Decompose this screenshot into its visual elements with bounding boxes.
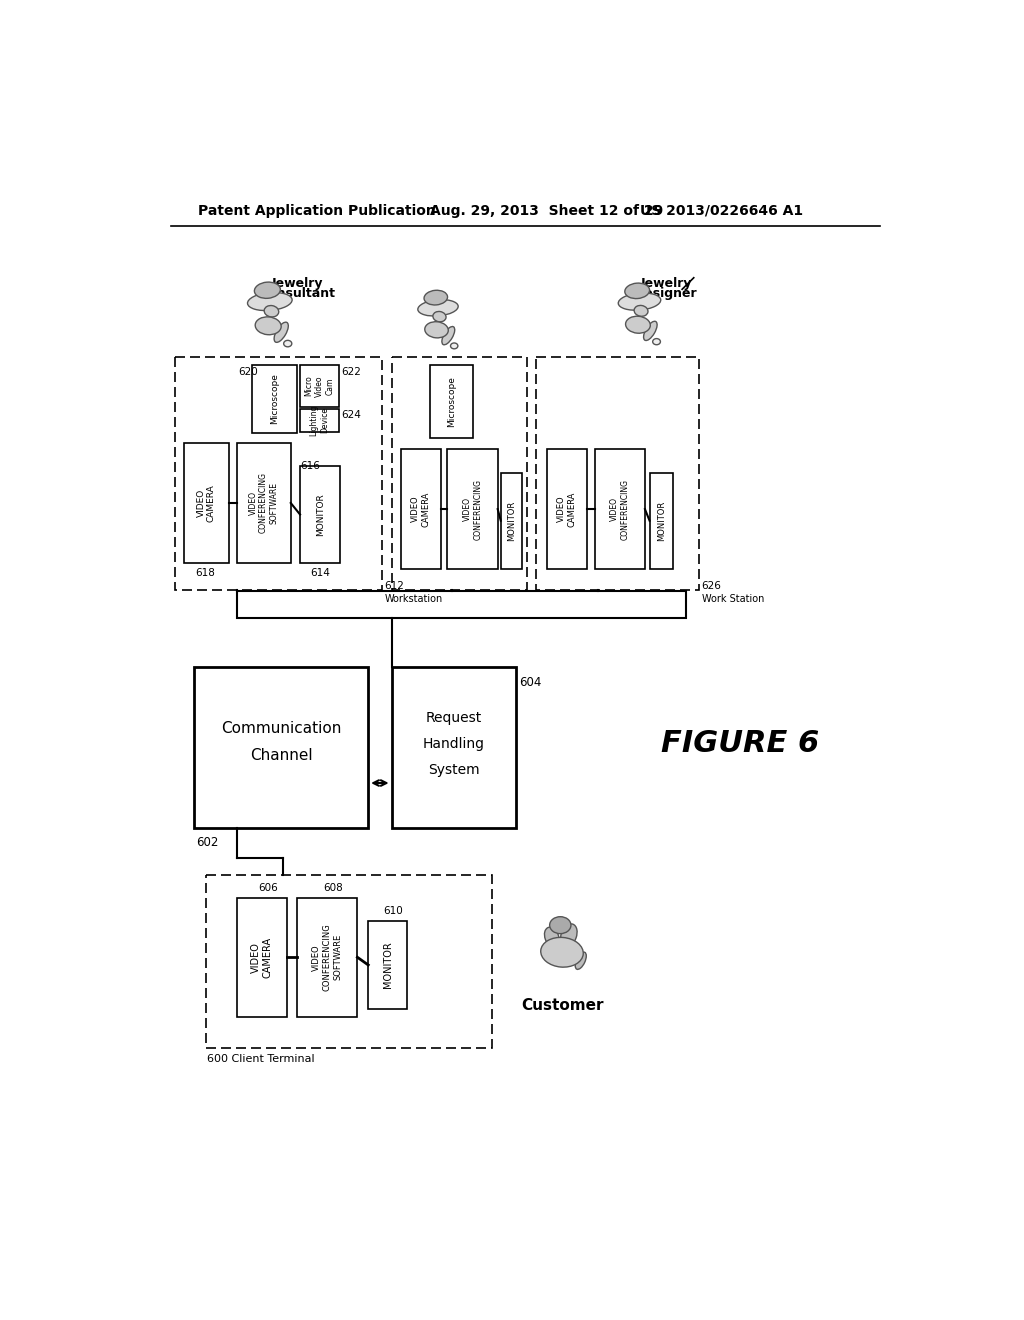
Bar [501, 473, 522, 569]
Bar [183, 444, 228, 562]
Ellipse shape [433, 312, 446, 322]
Text: MONITOR: MONITOR [383, 941, 392, 989]
Text: Request: Request [425, 711, 481, 726]
Text: 626: 626 [701, 581, 721, 591]
Bar [369, 921, 407, 1010]
Ellipse shape [550, 916, 571, 933]
Text: 622: 622 [341, 367, 361, 378]
Text: Customer: Customer [521, 998, 603, 1012]
Text: Work Station: Work Station [701, 594, 764, 603]
Ellipse shape [254, 282, 281, 298]
Bar [300, 466, 340, 562]
Ellipse shape [284, 341, 292, 347]
Bar [547, 449, 587, 569]
Bar [537, 358, 699, 590]
Text: MONITOR: MONITOR [656, 500, 666, 541]
Ellipse shape [425, 322, 449, 338]
Bar [595, 449, 645, 569]
Ellipse shape [644, 321, 657, 341]
Text: Lighting
Device: Lighting Device [309, 404, 329, 436]
Text: FIGURE 6: FIGURE 6 [662, 729, 819, 758]
Text: VIDEO
CAMERA: VIDEO CAMERA [557, 491, 577, 527]
Text: Designer: Designer [635, 286, 698, 300]
Ellipse shape [264, 305, 279, 317]
Text: Microscope: Microscope [447, 376, 456, 426]
Text: Patent Application Publication: Patent Application Publication [198, 203, 435, 218]
Text: VIDEO
CONFERENCING: VIDEO CONFERENCING [610, 479, 630, 540]
Text: 612: 612 [385, 581, 404, 591]
Text: MONITOR: MONITOR [507, 500, 516, 541]
Bar [300, 409, 339, 432]
Bar [237, 591, 686, 618]
Bar [391, 358, 527, 590]
Text: 600 Client Terminal: 600 Client Terminal [207, 1053, 314, 1064]
Text: MONITOR: MONITOR [315, 494, 325, 536]
Bar [252, 364, 297, 433]
Ellipse shape [424, 290, 447, 305]
Bar [400, 449, 441, 569]
Bar [430, 364, 473, 438]
Text: VIDEO
CONFERENCING
SOFTWARE: VIDEO CONFERENCING SOFTWARE [312, 924, 342, 991]
Text: 604: 604 [519, 676, 542, 689]
Text: 606: 606 [258, 883, 278, 894]
Text: Handling: Handling [423, 737, 484, 751]
Text: 608: 608 [324, 883, 343, 894]
Text: VIDEO
CAMERA: VIDEO CAMERA [251, 937, 272, 978]
Bar [237, 898, 287, 1016]
Text: VIDEO
CAMERA: VIDEO CAMERA [412, 491, 431, 527]
Text: Channel: Channel [250, 748, 312, 763]
Text: 610: 610 [384, 907, 403, 916]
Ellipse shape [575, 952, 587, 969]
Ellipse shape [560, 924, 578, 946]
Ellipse shape [541, 937, 584, 968]
Bar [297, 898, 357, 1016]
Ellipse shape [418, 300, 458, 315]
Bar [206, 874, 493, 1048]
Text: Consultant: Consultant [259, 286, 335, 300]
Text: 620: 620 [238, 367, 258, 378]
Text: 616: 616 [300, 462, 319, 471]
Ellipse shape [652, 339, 660, 345]
Ellipse shape [248, 293, 292, 310]
Text: Micro
Video
Cam: Micro Video Cam [304, 375, 334, 397]
Bar [649, 473, 673, 569]
Text: Jewelry: Jewelry [271, 277, 323, 289]
Bar [194, 667, 369, 829]
Bar [237, 444, 291, 562]
Ellipse shape [626, 317, 650, 333]
Text: Microscope: Microscope [270, 374, 279, 424]
Ellipse shape [255, 317, 282, 335]
Ellipse shape [442, 326, 455, 345]
Text: US 2013/0226646 A1: US 2013/0226646 A1 [640, 203, 803, 218]
Text: Communication: Communication [221, 721, 341, 735]
Text: Jewelry: Jewelry [641, 277, 692, 289]
Text: 614: 614 [310, 569, 330, 578]
Bar [447, 449, 498, 569]
Ellipse shape [545, 927, 559, 946]
Ellipse shape [274, 322, 289, 342]
Text: 624: 624 [341, 409, 361, 420]
Text: VIDEO
CONFERENCING
SOFTWARE: VIDEO CONFERENCING SOFTWARE [249, 473, 279, 533]
Bar [174, 358, 382, 590]
Ellipse shape [618, 293, 660, 310]
Bar [391, 667, 515, 829]
Ellipse shape [625, 282, 649, 298]
Bar [300, 364, 339, 407]
Text: System: System [428, 763, 479, 777]
Text: Workstation: Workstation [385, 594, 442, 603]
Text: Aug. 29, 2013  Sheet 12 of 29: Aug. 29, 2013 Sheet 12 of 29 [430, 203, 664, 218]
Text: 618: 618 [195, 569, 215, 578]
Text: VIDEO
CAMERA: VIDEO CAMERA [197, 484, 216, 521]
Ellipse shape [451, 343, 458, 348]
Ellipse shape [634, 305, 648, 317]
Text: 602: 602 [197, 836, 218, 849]
Text: VIDEO
CONFERENCING: VIDEO CONFERENCING [463, 479, 482, 540]
